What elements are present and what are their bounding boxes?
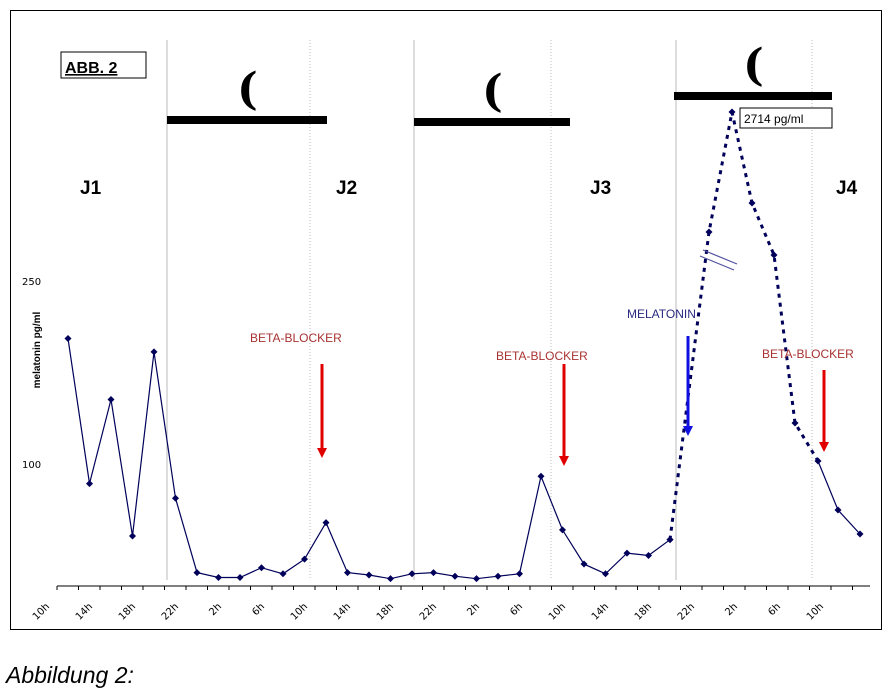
data-point <box>602 570 609 578</box>
data-point <box>64 335 72 343</box>
arrow-head <box>819 442 829 452</box>
y-tick-label: 250 <box>22 277 41 288</box>
series-line-solid <box>67 338 671 580</box>
arrow-head <box>317 448 327 458</box>
data-point <box>516 570 523 578</box>
data-point <box>791 419 799 427</box>
x-tick-label: 22h <box>418 601 439 622</box>
data-point <box>451 572 459 580</box>
x-tick-label: 6h <box>766 601 783 618</box>
data-point <box>834 506 842 514</box>
x-tick-label: 2h <box>465 601 482 618</box>
data-point <box>770 251 778 259</box>
annotation-label: BETA-BLOCKER <box>762 347 854 361</box>
data-point <box>129 532 136 540</box>
data-point <box>748 199 756 207</box>
x-tick-label: 6h <box>250 601 267 618</box>
data-point <box>236 573 244 581</box>
day-label: J2 <box>336 178 357 199</box>
data-point <box>666 536 674 544</box>
data-point <box>150 348 158 356</box>
day-label: J3 <box>590 178 611 199</box>
axis-break-mark <box>699 255 735 271</box>
x-tick-label: 18h <box>375 601 396 622</box>
data-point <box>856 530 864 538</box>
axis-break-mark <box>702 249 738 265</box>
data-point <box>387 575 394 583</box>
arrow-head <box>559 456 569 466</box>
data-point <box>705 228 713 236</box>
x-tick-label: 22h <box>160 601 181 622</box>
annotation-label: MELATONIN <box>627 307 696 321</box>
x-tick-label: 10h <box>805 601 826 622</box>
data-point <box>645 552 652 560</box>
x-tick-label: 14h <box>332 601 353 622</box>
peak-label-box <box>739 107 833 129</box>
data-point <box>86 480 93 488</box>
y-axis-label: melatonin pg/ml <box>32 311 43 388</box>
data-point <box>623 549 631 557</box>
x-tick-label: 18h <box>633 601 654 622</box>
y-tick-label: 100 <box>22 460 41 471</box>
peak-label: 2714 pg/ml <box>744 112 803 126</box>
data-point <box>107 395 115 403</box>
data-point <box>344 569 351 577</box>
data-point <box>279 570 287 578</box>
x-tick-label: 10h <box>31 601 52 622</box>
figure-label: ABB. 2 <box>65 60 118 77</box>
data-point <box>301 555 308 563</box>
x-tick-label: 10h <box>289 601 310 622</box>
data-point <box>473 575 480 583</box>
data-point <box>494 572 502 580</box>
data-point <box>172 494 179 502</box>
moon-icon: ( <box>743 40 764 91</box>
arrow-head <box>683 426 693 436</box>
melatonin-chart: 10h 14h 18h 22h 2h 6h 10h 14h 18h 22h 2h 6h 10h 14h 18… <box>22 40 870 623</box>
x-tick-label: 14h <box>590 601 611 622</box>
x-tick-label: 6h <box>508 601 525 618</box>
figure-label-box <box>60 51 147 79</box>
data-point <box>580 560 588 568</box>
data-point <box>258 564 265 572</box>
data-point <box>430 569 437 577</box>
data-point <box>215 573 222 581</box>
x-tick-label: 2h <box>207 601 224 618</box>
x-tick-label: 14h <box>74 601 95 622</box>
annotation-label: BETA-BLOCKER <box>250 331 342 345</box>
data-point <box>537 472 545 480</box>
day-label: J4 <box>836 178 858 199</box>
moon-icon: ( <box>482 66 503 117</box>
series-line-dotted <box>668 111 820 540</box>
x-tick-label: 2h <box>723 601 740 618</box>
x-tick-label: 10h <box>547 601 568 622</box>
data-point <box>193 569 201 577</box>
data-point <box>559 526 566 534</box>
data-point <box>365 571 373 579</box>
day-label: J1 <box>80 178 102 199</box>
chart-frame <box>10 10 882 630</box>
series-line-tail <box>817 460 861 535</box>
x-tick-label: 22h <box>676 601 697 622</box>
data-point <box>728 108 736 116</box>
moon-icon: ( <box>237 64 258 115</box>
figure-caption: Abbildung 2: <box>6 662 134 688</box>
annotation-label: BETA-BLOCKER <box>496 349 588 363</box>
x-tick-label: 18h <box>117 601 138 622</box>
data-point <box>408 570 416 578</box>
data-point <box>322 519 330 527</box>
